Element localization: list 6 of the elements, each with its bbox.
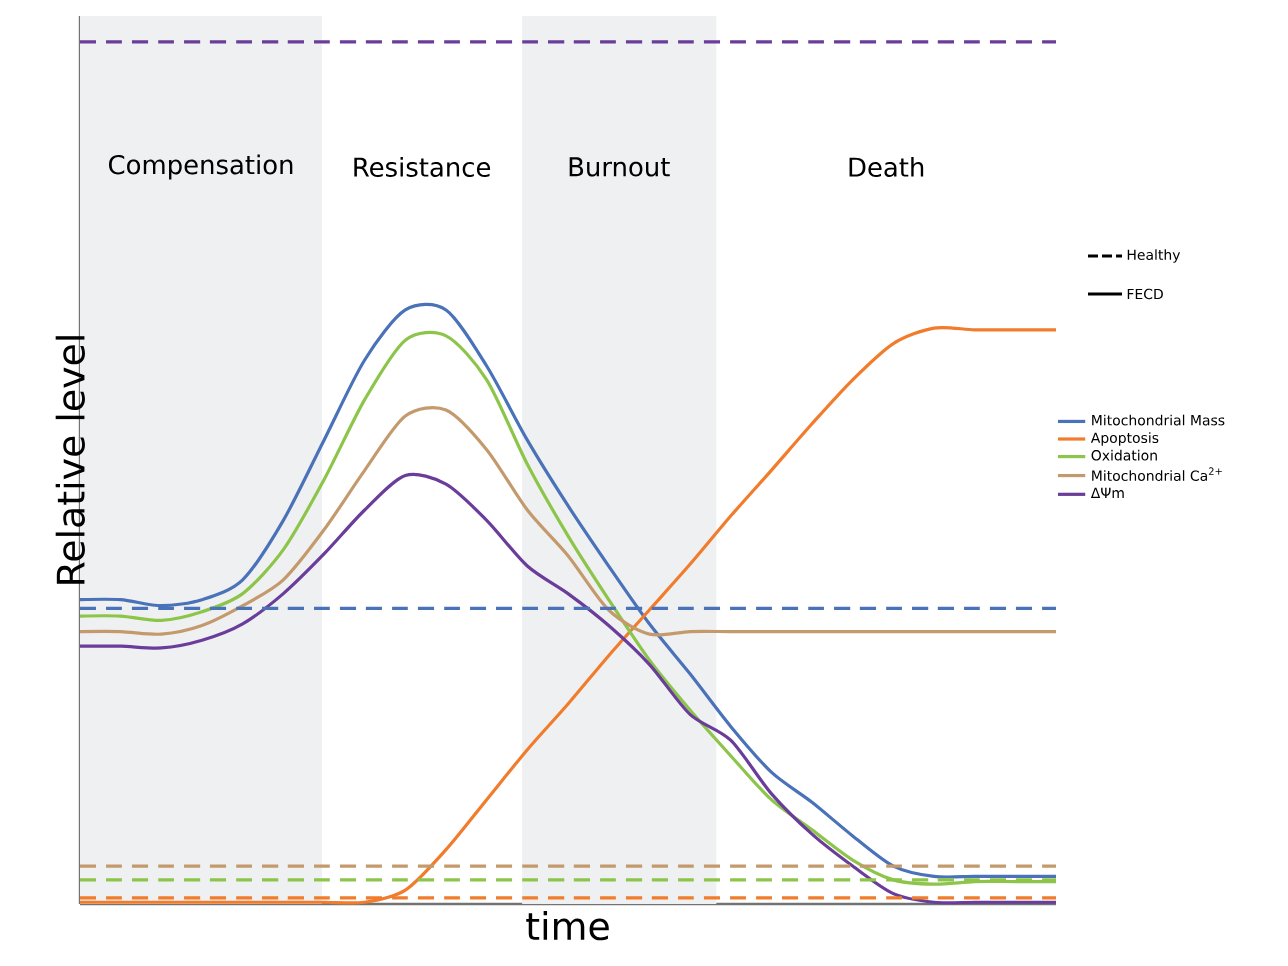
- x-axis-title: time: [526, 911, 609, 941]
- annotation: Death: [849, 156, 924, 177]
- annotation: Burnout: [569, 157, 670, 177]
- annotation: Compensation: [109, 154, 293, 180]
- y-axis-title: Relative level: [55, 336, 85, 584]
- annotation: Resistance: [354, 156, 491, 177]
